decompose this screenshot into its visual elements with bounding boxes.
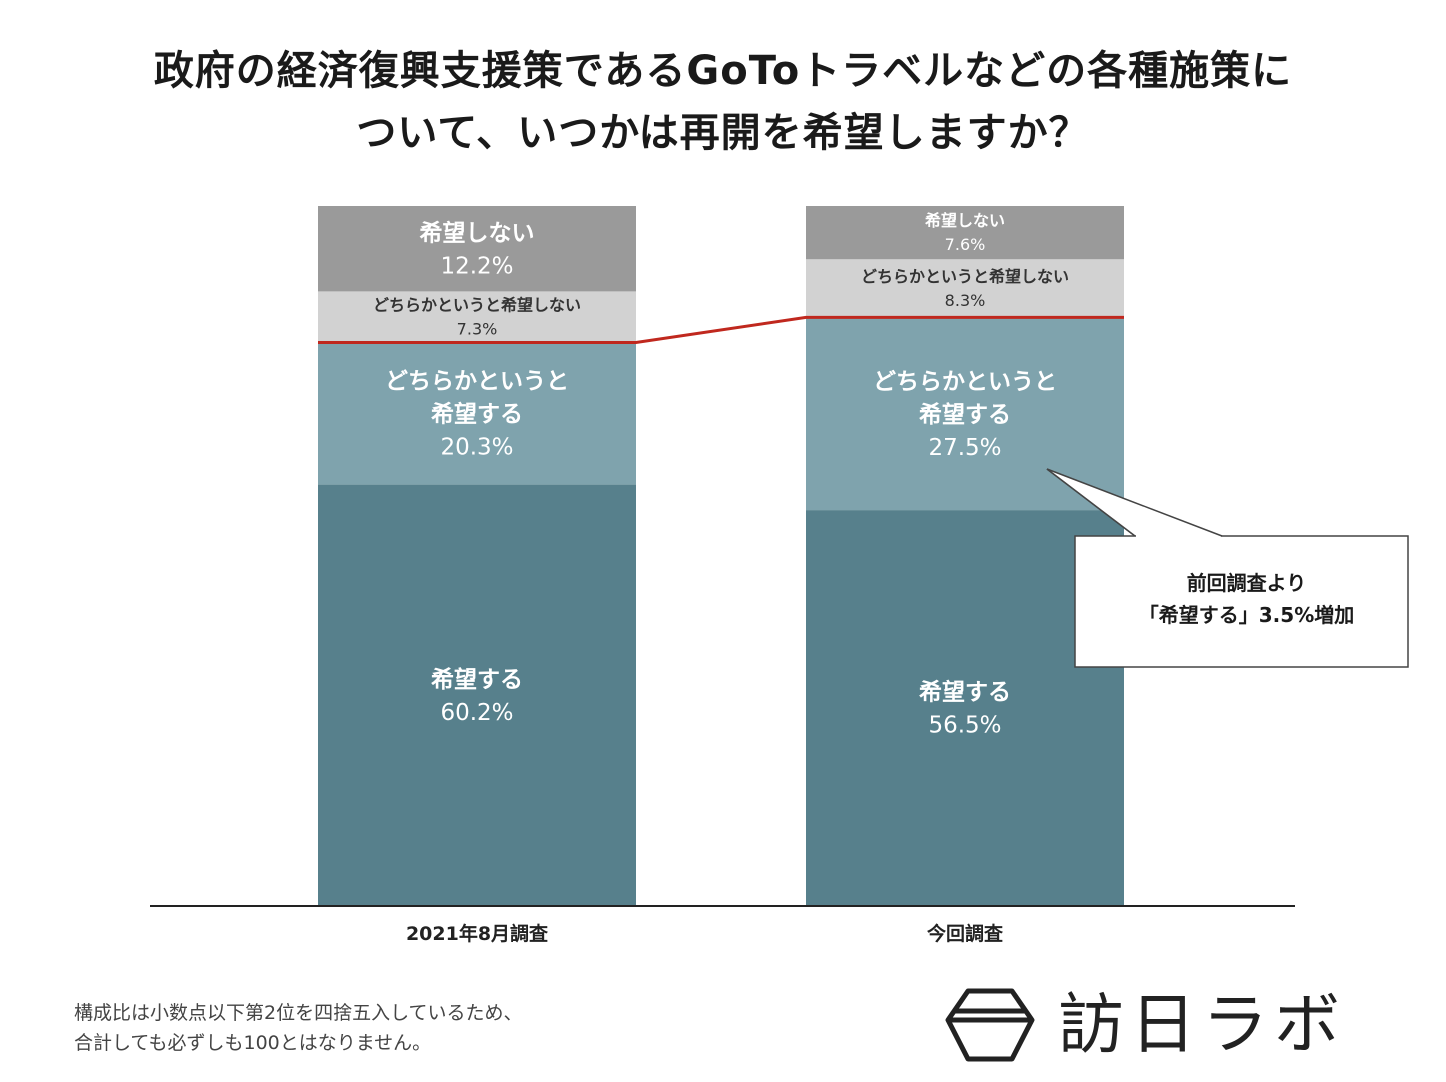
bar-segment-1-4 (318, 206, 636, 292)
footnote-line1: 構成比は小数点以下第2位を四捨五入しているため、 (74, 1002, 523, 1024)
footnote-line2: 合計しても必ずしも100とはなりません。 (74, 1032, 432, 1054)
brand-logo: 訪日ラボ (945, 986, 1346, 1063)
segment-label-1-2: どちらかというと希望する 20.3% (385, 369, 569, 461)
x-tick-label-1: 2021年8月調査 (406, 922, 549, 945)
callout: 前回調査より「希望する」3.5%増加 (1046, 468, 1409, 668)
bar-segment-1-3 (318, 291, 636, 343)
chart-title-line1: 政府の経済復興支援策であるGoToトラベルなどの各種施策に (153, 48, 1293, 94)
bar-segment-2-1 (806, 510, 1124, 906)
callout-box (1074, 535, 1409, 668)
segment-label-2-4: 希望しない 7.6% (925, 211, 1005, 254)
connector-line (318, 315, 1124, 344)
logo-mark-icon (945, 988, 1035, 1062)
segment-label-1-3: どちらかというと希望しない 7.3% (373, 296, 581, 339)
footnote: 構成比は小数点以下第2位を四捨五入しているため、 合計しても必ずしも100とはな… (74, 998, 523, 1058)
callout-text: 前回調査より「希望する」3.5%増加 (1139, 571, 1354, 627)
chart-title: 政府の経済復興支援策であるGoToトラベルなどの各種施策に ついて、いつかは再開… (0, 40, 1446, 164)
bar-segment-2-4 (806, 206, 1124, 260)
bar-segment-2-3 (806, 259, 1124, 318)
segment-label-2-1: 希望する 56.5% (919, 679, 1011, 739)
bar-segment-1-2 (318, 342, 636, 485)
segment-label-1-1: 希望する 60.2% (431, 666, 523, 726)
segment-label-1-4: 希望しない 12.2% (420, 219, 535, 279)
logo-wordmark: 訪日ラボ (1058, 986, 1346, 1063)
bar-segment-1-1 (318, 484, 636, 906)
segment-label-2-3: どちらかというと希望しない 8.3% (861, 267, 1069, 310)
chart-title-line2: ついて、いつかは再開を希望しますか？ (356, 110, 1090, 156)
segment-label-2-2: どちらかというと希望する 27.5% (873, 369, 1057, 461)
x-tick-label-2: 今回調査 (926, 922, 1004, 945)
